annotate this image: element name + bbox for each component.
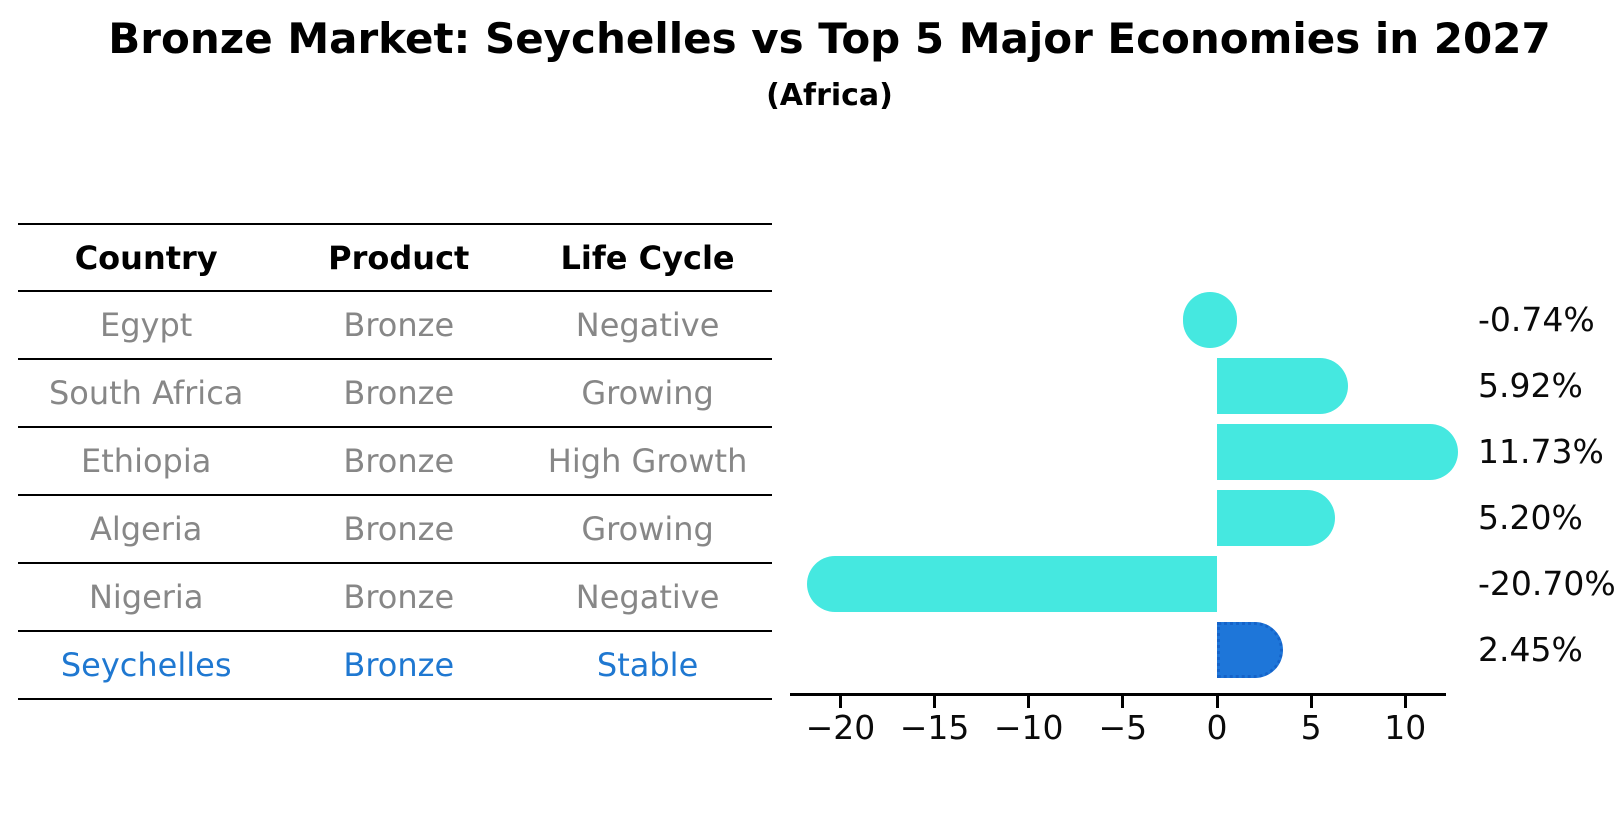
table-cell: Ethiopia — [81, 442, 212, 480]
table-row: Nigeria Bronze Negative — [18, 564, 772, 632]
table-cell: Algeria — [89, 510, 203, 548]
bar-value-label: 5.92% — [1478, 366, 1583, 405]
x-axis-tick — [1309, 696, 1313, 708]
table-cell: Growing — [581, 510, 714, 548]
bar — [1183, 292, 1237, 348]
table-header-cell: Life Cycle — [560, 238, 735, 277]
table-cell: Bronze — [343, 646, 455, 684]
table-cell: Bronze — [343, 442, 455, 480]
bar — [1217, 424, 1458, 480]
chart-subtitle: (Africa) — [766, 78, 893, 113]
table-row: Algeria Bronze Growing — [18, 496, 772, 564]
x-axis-tick-label: 5 — [1300, 708, 1322, 747]
table-cell: Growing — [581, 374, 714, 412]
table-cell: Bronze — [343, 306, 455, 344]
table-cell: High Growth — [547, 442, 748, 480]
x-axis-tick-label: −15 — [899, 708, 970, 747]
bar-value-label: -20.70% — [1478, 564, 1614, 603]
x-axis-tick — [1027, 696, 1031, 708]
bar — [807, 556, 1217, 612]
x-axis-tick — [838, 696, 842, 708]
table-cell: Nigeria — [88, 578, 204, 616]
chart-title: Bronze Market: Seychelles vs Top 5 Major… — [108, 14, 1551, 63]
x-axis-tick — [1121, 696, 1125, 708]
x-axis-tick — [1403, 696, 1407, 708]
x-axis — [790, 693, 1446, 696]
x-axis-tick-label: 0 — [1206, 708, 1228, 747]
x-axis-tick-label: −5 — [1098, 708, 1148, 747]
table-cell: Stable — [596, 646, 699, 684]
x-axis-tick-label: 10 — [1384, 708, 1427, 747]
bar-value-label: 11.73% — [1478, 432, 1604, 471]
table-cell: Bronze — [343, 578, 455, 616]
table-header-cell: Product — [328, 238, 470, 277]
table-row: Ethiopia Bronze High Growth — [18, 428, 772, 496]
table-header-row: Country Product Life Cycle — [18, 225, 772, 292]
table-header-cell: Country — [74, 238, 218, 277]
x-axis-tick-label: −20 — [805, 708, 876, 747]
bar-value-label: 5.20% — [1478, 498, 1583, 537]
table-cell: Egypt — [100, 306, 193, 344]
bar — [1217, 358, 1349, 414]
bar-value-label: -0.74% — [1478, 300, 1595, 339]
table-cell: Seychelles — [60, 646, 232, 684]
country-table: Country Product Life Cycle Egypt Bronze Negat… — [18, 223, 772, 700]
table-cell: Bronze — [343, 510, 455, 548]
x-axis-tick — [933, 696, 937, 708]
bar-value-label: 2.45% — [1478, 630, 1583, 669]
table-row: Seychelles Bronze Stable — [18, 632, 772, 700]
table-row: Egypt Bronze Negative — [18, 292, 772, 360]
table-cell: Bronze — [343, 374, 455, 412]
table-cell: Negative — [575, 306, 720, 344]
table-cell: Negative — [575, 578, 720, 616]
bar-highlight-seychelles — [1217, 622, 1284, 678]
x-axis-tick-label: −10 — [993, 708, 1064, 747]
bar — [1217, 490, 1335, 546]
table-row: South Africa Bronze Growing — [18, 360, 772, 428]
x-axis-tick — [1215, 696, 1219, 708]
table-cell: South Africa — [48, 374, 244, 412]
